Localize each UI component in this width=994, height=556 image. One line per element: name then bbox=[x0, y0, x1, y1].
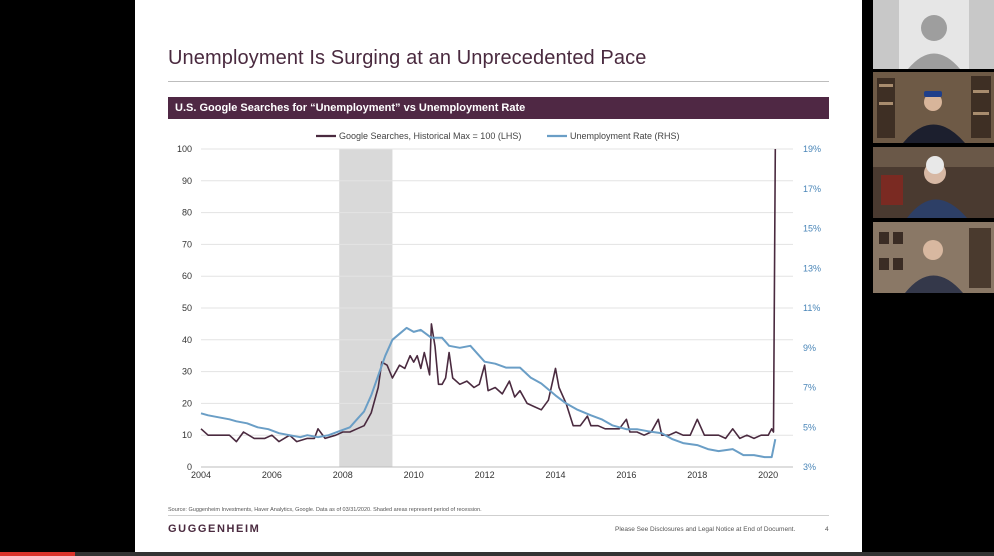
x-tick-label: 2004 bbox=[191, 470, 211, 480]
y-right-tick-label: 17% bbox=[803, 184, 821, 194]
video-feed bbox=[873, 222, 994, 293]
unemployment-rate-line bbox=[200, 326, 777, 459]
y-left-tick-label: 70 bbox=[182, 239, 192, 249]
google-searches-line bbox=[200, 148, 777, 443]
y-left-tick-label: 90 bbox=[182, 176, 192, 186]
title-divider bbox=[168, 81, 829, 82]
x-tick-label: 2008 bbox=[333, 470, 353, 480]
participant-tile[interactable] bbox=[873, 222, 994, 293]
y-left-tick-label: 20 bbox=[182, 398, 192, 408]
y-right-tick-label: 5% bbox=[803, 422, 816, 432]
legend-label: Google Searches, Historical Max = 100 (L… bbox=[339, 131, 521, 141]
footer-disclaimer: Please See Disclosures and Legal Notice … bbox=[615, 526, 796, 533]
y-right-tick-label: 13% bbox=[803, 263, 821, 273]
guggenheim-logo: GUGGENHEIM bbox=[168, 523, 261, 535]
x-tick-label: 2010 bbox=[404, 470, 424, 480]
y-right-tick-label: 19% bbox=[803, 144, 821, 154]
x-tick-label: 2020 bbox=[758, 470, 778, 480]
x-tick-label: 2014 bbox=[545, 470, 565, 480]
playback-progress-bar[interactable] bbox=[0, 552, 994, 556]
video-feed bbox=[873, 72, 994, 143]
y-left-tick-label: 40 bbox=[182, 335, 192, 345]
source-note: Source: Guggenheim Investments, Haver An… bbox=[168, 507, 482, 513]
participant-tile[interactable] bbox=[873, 147, 994, 218]
x-tick-label: 2016 bbox=[616, 470, 636, 480]
y-right-tick-label: 15% bbox=[803, 224, 821, 234]
video-feed bbox=[873, 147, 994, 218]
y-left-tick-label: 0 bbox=[187, 462, 192, 472]
avatar-placeholder-icon bbox=[899, 0, 969, 69]
y-left-tick-label: 100 bbox=[177, 144, 192, 154]
y-right-tick-label: 11% bbox=[803, 303, 820, 313]
x-tick-label: 2006 bbox=[262, 470, 282, 480]
y-left-tick-label: 30 bbox=[182, 367, 192, 377]
footer-divider bbox=[168, 515, 829, 516]
chart-heading: U.S. Google Searches for “Unemployment” … bbox=[168, 97, 829, 119]
slide-title: Unemployment Is Surging at an Unpreceden… bbox=[168, 47, 647, 69]
chart: 0 10 20 30 40 50 60 70 80 90 100 3% 5% 7% 9% 11% 13% 15% 1… bbox=[177, 131, 821, 480]
legend-label: Unemployment Rate (RHS) bbox=[570, 131, 680, 141]
y-right-tick-label: 7% bbox=[803, 383, 816, 393]
x-tick-label: 2012 bbox=[475, 470, 495, 480]
presentation-slide: Unemployment Is Surging at an Unpreceden… bbox=[135, 0, 862, 556]
y-left-tick-label: 80 bbox=[182, 208, 192, 218]
page-number: 4 bbox=[825, 526, 829, 533]
x-tick-label: 2018 bbox=[687, 470, 707, 480]
y-right-tick-label: 3% bbox=[803, 462, 816, 472]
y-right-tick-label: 9% bbox=[803, 343, 816, 353]
participant-tile[interactable] bbox=[873, 72, 994, 143]
y-left-tick-label: 10 bbox=[182, 430, 192, 440]
y-left-tick-label: 50 bbox=[182, 303, 192, 313]
y-left-tick-label: 60 bbox=[182, 271, 192, 281]
participant-tile[interactable] bbox=[873, 0, 994, 69]
playback-progress-fill bbox=[0, 552, 75, 556]
participant-panel bbox=[873, 0, 994, 556]
